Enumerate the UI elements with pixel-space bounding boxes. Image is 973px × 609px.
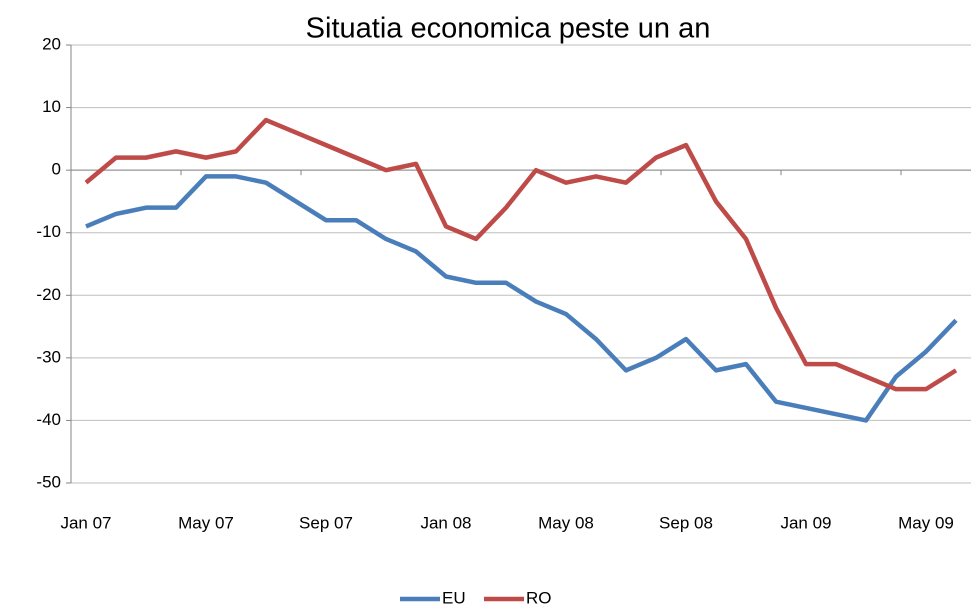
y-tick-label: -40 xyxy=(36,410,61,429)
line-series xyxy=(85,174,958,423)
x-tick-label: Sep 08 xyxy=(659,513,713,532)
legend-label: RO xyxy=(526,588,552,607)
chart-title: Situatia economica peste un an xyxy=(306,13,711,45)
legend-label: EU xyxy=(442,588,466,607)
x-tick-label: May 08 xyxy=(538,513,594,532)
y-tick-label: -10 xyxy=(36,222,61,241)
y-tick-label: -20 xyxy=(36,285,61,304)
x-tick-label: Jan 07 xyxy=(60,513,111,532)
y-tick-label: 0 xyxy=(52,160,61,179)
y-tick-label: -30 xyxy=(36,347,61,366)
y-tick-label: 10 xyxy=(42,97,61,116)
x-tick-label: Jan 09 xyxy=(780,513,831,532)
x-tick-label: May 07 xyxy=(178,513,234,532)
x-tick-label: Jan 08 xyxy=(420,513,471,532)
x-tick-label: Sep 07 xyxy=(299,513,353,532)
y-tick-label: -50 xyxy=(36,472,61,491)
x-tick-label: May 09 xyxy=(898,513,954,532)
line-series xyxy=(84,117,958,392)
y-tick-label: 20 xyxy=(42,34,61,53)
